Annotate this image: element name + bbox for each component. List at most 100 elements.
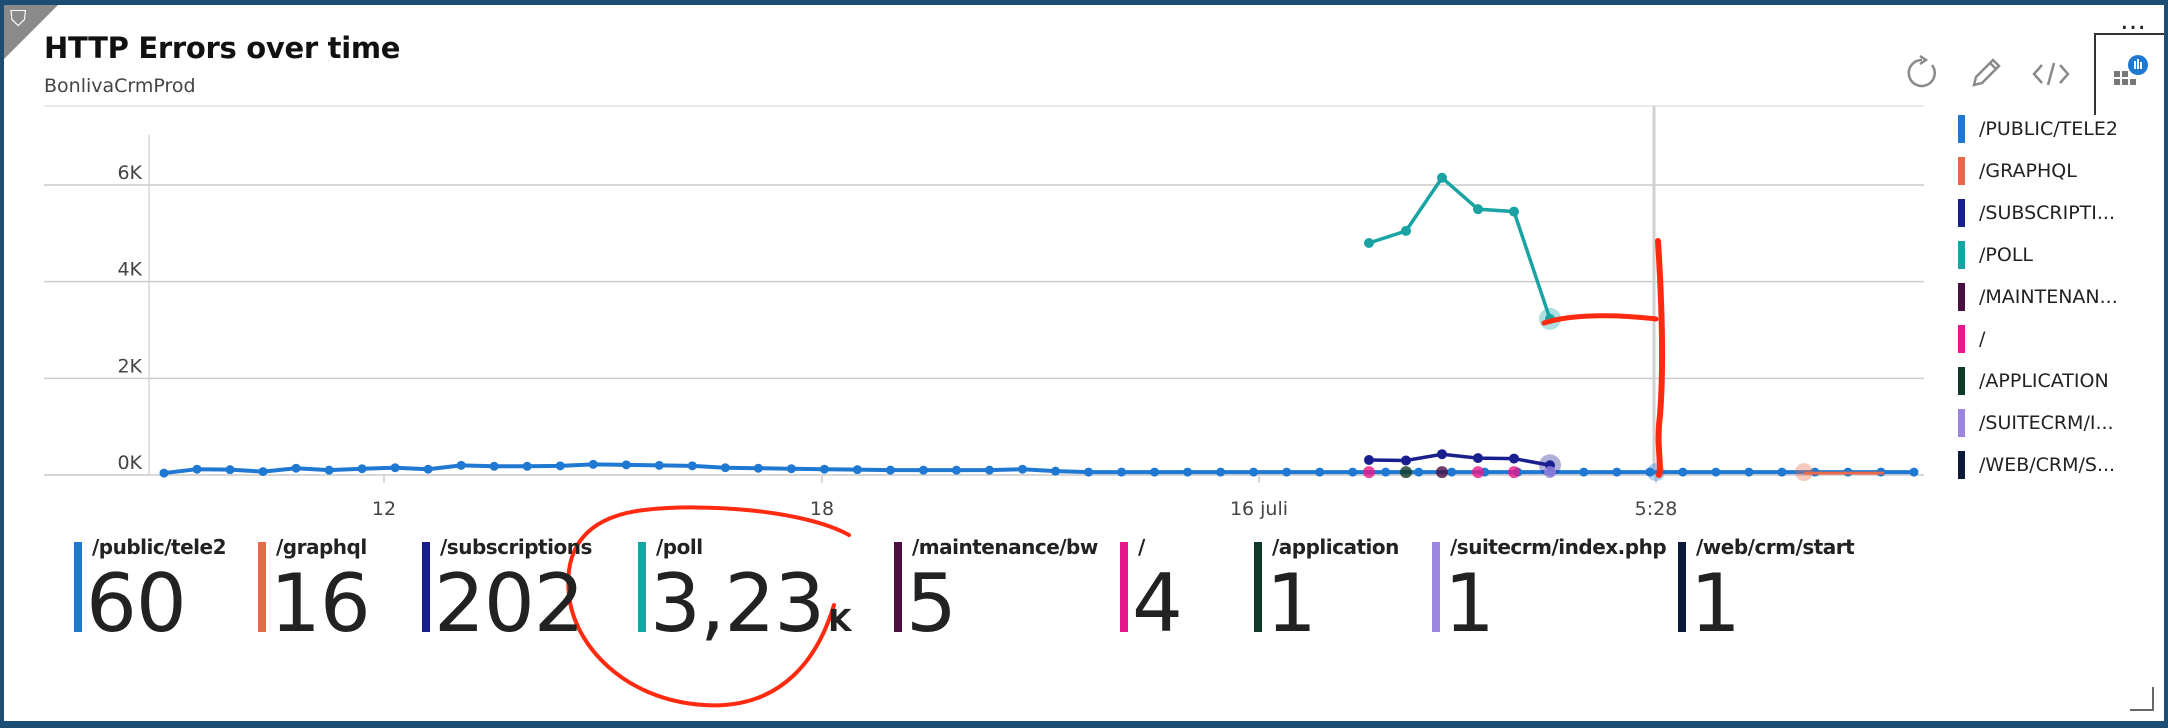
metric-color-bar	[258, 542, 266, 632]
metric-value: 5	[906, 557, 957, 650]
metric-value: 1	[1690, 557, 1741, 650]
legend-item[interactable]: /POLL	[1958, 241, 2033, 269]
x-tick-label: 12	[372, 498, 396, 520]
legend-label: /APPLICATION	[1979, 370, 2109, 392]
data-point	[1447, 467, 1457, 477]
x-tick-label: 5:28	[1635, 498, 1678, 520]
refresh-icon[interactable]	[1902, 53, 1942, 93]
data-point	[786, 464, 796, 474]
data-point	[1509, 206, 1519, 217]
metric-color-bar	[422, 542, 430, 632]
data-point	[192, 464, 202, 474]
data-point	[1744, 467, 1754, 477]
data-point	[720, 463, 730, 473]
legend-item[interactable]: /SUBSCRIPTI...	[1958, 199, 2115, 227]
data-point	[1909, 467, 1919, 477]
metric-label: /suitecrm/index.php	[1450, 535, 1667, 559]
filter-icon: ⛉	[10, 7, 27, 32]
metric-value: 1	[1444, 557, 1495, 650]
data-point	[1282, 467, 1292, 477]
legend-item[interactable]: /SUITECRM/I...	[1958, 409, 2114, 437]
data-point	[1315, 467, 1325, 477]
data-point	[1472, 466, 1484, 479]
data-point	[1249, 467, 1259, 477]
data-point	[1348, 467, 1358, 477]
data-point	[1216, 467, 1226, 477]
more-options-button[interactable]: …	[2120, 6, 2146, 36]
data-point	[357, 464, 367, 474]
data-point	[1381, 467, 1391, 477]
data-point	[1678, 467, 1688, 477]
legend-label: /GRAPHQL	[1979, 160, 2077, 182]
metric-value: 3,23 K	[650, 557, 851, 650]
legend-label: /SUBSCRIPTI...	[1979, 202, 2115, 224]
metric-label: /subscriptions	[440, 535, 592, 559]
legend-label: /MAINTENAN...	[1979, 286, 2118, 308]
legend-item[interactable]: /PUBLIC/TELE2	[1958, 115, 2118, 143]
app-insights-icon[interactable]	[2094, 33, 2164, 115]
metric-label: /public/tele2	[92, 535, 227, 559]
data-point	[1509, 453, 1519, 464]
data-point	[1436, 466, 1448, 479]
data-point	[1711, 467, 1721, 477]
y-tick-label: 6K	[117, 162, 142, 184]
data-point	[918, 465, 928, 475]
chart-tile[interactable]: ⛉ HTTP Errors over time BonlivaCrmProd ……	[4, 5, 2164, 721]
metric-color-bar	[1120, 542, 1128, 632]
data-point	[1437, 172, 1447, 183]
data-point	[687, 461, 697, 471]
legend-swatch	[1958, 157, 1965, 185]
metric-value: 60	[86, 557, 187, 650]
data-point	[1473, 204, 1483, 215]
legend-item[interactable]: /GRAPHQL	[1958, 157, 2077, 185]
data-point	[1150, 467, 1160, 477]
legend-label: /WEB/CRM/S...	[1979, 454, 2116, 476]
data-point	[1401, 225, 1411, 236]
pencil-icon[interactable]	[1966, 53, 2006, 93]
data-point	[1401, 455, 1411, 466]
data-point	[225, 465, 235, 475]
data-point	[588, 459, 598, 469]
data-point	[423, 464, 433, 474]
legend-swatch	[1958, 241, 1965, 269]
metric-color-bar	[894, 542, 902, 632]
legend-item[interactable]: /MAINTENAN...	[1958, 283, 2118, 311]
metric-color-bar	[74, 542, 82, 632]
data-point	[819, 464, 829, 474]
metric-color-bar	[1432, 542, 1440, 632]
legend-item[interactable]: /	[1958, 325, 1985, 353]
legend-label: /	[1979, 328, 1986, 350]
legend-item[interactable]: /APPLICATION	[1958, 367, 2109, 395]
filter-indicator[interactable]	[4, 5, 58, 59]
data-point	[1364, 455, 1374, 466]
metric-label: /poll	[656, 535, 703, 559]
x-tick-label: 18	[810, 498, 834, 520]
data-point	[984, 465, 994, 475]
data-point	[1364, 238, 1374, 248]
data-point	[1117, 467, 1127, 477]
data-point	[951, 465, 961, 475]
data-point	[1612, 467, 1622, 477]
legend-swatch	[1958, 199, 1965, 227]
data-point	[1645, 467, 1655, 477]
tile-subtitle: BonlivaCrmProd	[44, 75, 196, 97]
data-point	[654, 460, 664, 470]
data-point	[1183, 467, 1193, 477]
data-point	[1414, 467, 1424, 477]
series-line-public-tele2	[163, 462, 1914, 476]
x-tick-label: 16 juli	[1230, 498, 1288, 520]
annotation-stroke	[1541, 313, 1659, 326]
data-point	[621, 460, 631, 470]
data-point	[1544, 466, 1556, 479]
legend-swatch	[1958, 409, 1965, 437]
legend-swatch	[1958, 325, 1965, 353]
resize-handle[interactable]	[2130, 687, 2154, 711]
metric-unit: K	[828, 604, 851, 639]
metric-label: /application	[1272, 535, 1399, 559]
code-icon[interactable]	[2030, 55, 2072, 93]
metric-value: 1	[1266, 557, 1317, 650]
legend-item[interactable]: /WEB/CRM/S...	[1958, 451, 2115, 479]
metric-value: 4	[1132, 557, 1183, 650]
metric-color-bar	[638, 542, 646, 632]
